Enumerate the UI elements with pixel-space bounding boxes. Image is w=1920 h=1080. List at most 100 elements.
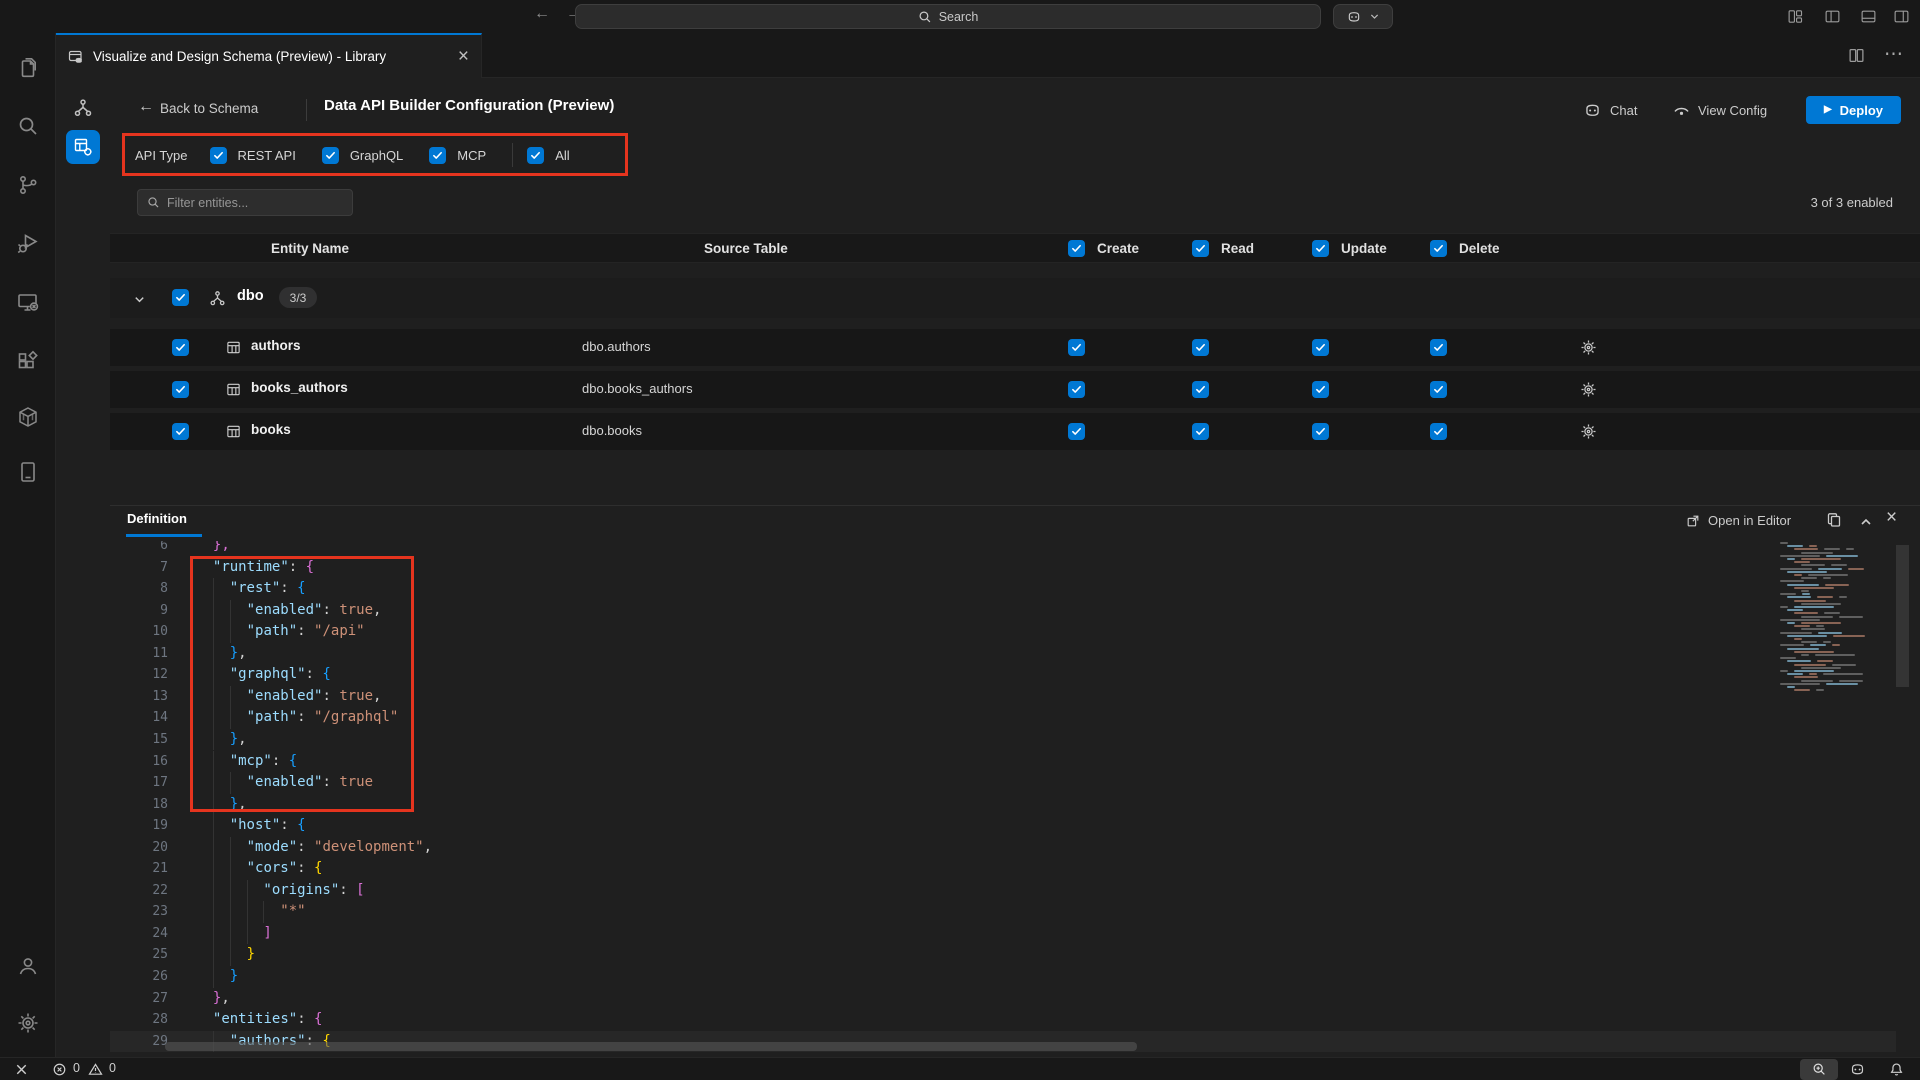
update-checkbox[interactable] — [1312, 423, 1329, 440]
read-checkbox[interactable] — [1192, 339, 1209, 356]
horizontal-scrollbar[interactable] — [165, 1042, 1137, 1051]
rest-api-checkbox[interactable] — [209, 146, 227, 164]
minimap-line — [1810, 644, 1826, 647]
definition-tab[interactable]: Definition — [127, 511, 187, 526]
customize-layout-icon[interactable] — [1787, 8, 1804, 25]
delete-all-checkbox[interactable] — [1430, 240, 1447, 257]
back-arrow-icon[interactable]: ← — [138, 98, 154, 115]
close-panel-icon[interactable]: × — [1886, 507, 1898, 528]
remote-explorer-icon[interactable] — [16, 290, 40, 314]
close-icon[interactable]: × — [457, 46, 469, 67]
copy-icon[interactable] — [1826, 512, 1842, 528]
toggle-panel-icon[interactable] — [1860, 8, 1877, 25]
toggle-secondary-sidebar-icon[interactable] — [1893, 8, 1910, 25]
copilot-status-icon[interactable] — [1849, 1061, 1866, 1078]
errors-icon[interactable] — [52, 1062, 67, 1077]
view-config-button[interactable]: View Config — [1673, 97, 1767, 123]
api-type-divider — [512, 143, 514, 167]
chevron-down-icon[interactable] — [133, 293, 146, 306]
notifications-bell-icon[interactable] — [1889, 1062, 1904, 1077]
container-icon[interactable] — [16, 405, 40, 429]
create-all-checkbox[interactable] — [1068, 240, 1085, 257]
line-number: 29 — [152, 1033, 168, 1049]
command-center-search[interactable]: Search — [575, 4, 1321, 29]
split-editor-icon[interactable] — [1848, 47, 1865, 64]
settings-gear-icon[interactable] — [16, 1011, 40, 1035]
read-checkbox[interactable] — [1192, 423, 1209, 440]
delete-checkbox[interactable] — [1430, 423, 1447, 440]
copilot-menu-button[interactable] — [1333, 4, 1393, 29]
copilot-icon — [1346, 9, 1362, 25]
graphql-checkbox[interactable] — [321, 146, 339, 164]
update-checkbox[interactable] — [1312, 381, 1329, 398]
delete-checkbox[interactable] — [1430, 381, 1447, 398]
create-checkbox[interactable] — [1068, 381, 1085, 398]
minimap-line — [1801, 654, 1809, 656]
entity-source: dbo.authors — [582, 339, 651, 354]
vertical-scrollbar[interactable] — [1896, 545, 1909, 687]
entity-settings-gear-icon[interactable] — [1580, 423, 1597, 440]
schema-diagram-icon[interactable] — [73, 98, 93, 118]
accounts-icon[interactable] — [16, 954, 40, 978]
rest-api-option[interactable]: REST API — [209, 146, 296, 164]
row-select-checkbox[interactable] — [172, 423, 189, 440]
minimap-line — [1794, 561, 1810, 564]
zoom-indicator[interactable] — [1800, 1059, 1838, 1080]
table-icon — [226, 382, 241, 397]
filter-entities-box[interactable] — [137, 189, 353, 216]
create-checkbox[interactable] — [1068, 339, 1085, 356]
definition-editor[interactable]: 6}, 7 "runtime": {8 "rest": {9 "enabled": tr… — [110, 541, 1920, 1057]
entity-settings-gear-icon[interactable] — [1580, 339, 1597, 356]
run-debug-icon[interactable] — [16, 231, 40, 255]
deploy-button[interactable]: ▶ Deploy — [1806, 96, 1901, 124]
all-option[interactable]: All — [527, 146, 570, 164]
warnings-icon[interactable] — [88, 1062, 103, 1077]
tab-visualize-design-schema[interactable]: Visualize and Design Schema (Preview) - … — [56, 33, 482, 78]
read-checkbox[interactable] — [1192, 381, 1209, 398]
minimap-line — [1831, 564, 1847, 567]
open-in-editor-label: Open in Editor — [1708, 513, 1792, 528]
database-projects-icon[interactable] — [16, 460, 40, 484]
minimap-line — [1794, 670, 1834, 672]
row-select-checkbox[interactable] — [172, 381, 189, 398]
read-all-checkbox[interactable] — [1192, 240, 1209, 257]
row-select-checkbox[interactable] — [172, 339, 189, 356]
search-sidebar-icon[interactable] — [16, 114, 40, 138]
entity-name: books_authors — [251, 380, 348, 395]
open-in-editor-button[interactable]: Open in Editor — [1686, 513, 1791, 528]
remote-indicator-icon[interactable] — [14, 1062, 29, 1077]
group-select-checkbox[interactable] — [172, 289, 189, 306]
line-number: 20 — [152, 839, 168, 855]
create-checkbox[interactable] — [1068, 423, 1085, 440]
minimap[interactable] — [1778, 542, 1870, 702]
delete-checkbox[interactable] — [1430, 339, 1447, 356]
mcp-label: MCP — [457, 147, 487, 163]
update-column-header: Update — [1312, 240, 1387, 257]
filter-entities-input[interactable] — [167, 195, 327, 210]
entity-settings-gear-icon[interactable] — [1580, 381, 1597, 398]
mcp-checkbox[interactable] — [429, 146, 447, 164]
explorer-icon[interactable] — [16, 56, 40, 80]
chat-button[interactable]: Chat — [1583, 97, 1637, 123]
history-back-button[interactable]: ← — [534, 5, 550, 22]
all-checkbox[interactable] — [527, 146, 545, 164]
update-all-checkbox[interactable] — [1312, 240, 1329, 257]
schema-group-row[interactable]: dbo 3/3 — [110, 278, 1920, 318]
line-number: 12 — [152, 667, 168, 683]
extensions-icon[interactable] — [16, 349, 40, 373]
collapse-panel-chevron-up-icon[interactable] — [1859, 515, 1873, 529]
more-actions-icon[interactable]: ⋯ — [1884, 44, 1903, 65]
back-to-schema-button[interactable]: Back to Schema — [160, 101, 259, 116]
entities-table-header: Entity Name Source Table Create Read Upd… — [110, 233, 1920, 263]
toggle-primary-sidebar-icon[interactable] — [1824, 8, 1841, 25]
minimap-line — [1801, 666, 1841, 669]
update-checkbox[interactable] — [1312, 339, 1329, 356]
minimap-line — [1780, 670, 1788, 672]
mcp-option[interactable]: MCP — [429, 146, 487, 164]
source-control-icon[interactable] — [16, 173, 40, 197]
graphql-option[interactable]: GraphQL — [321, 146, 403, 164]
data-api-builder-config-tab[interactable] — [66, 130, 100, 164]
minimap-line — [1794, 625, 1810, 628]
entity-source: dbo.books — [582, 423, 642, 438]
titlebar: ← → Search — [0, 0, 1920, 33]
